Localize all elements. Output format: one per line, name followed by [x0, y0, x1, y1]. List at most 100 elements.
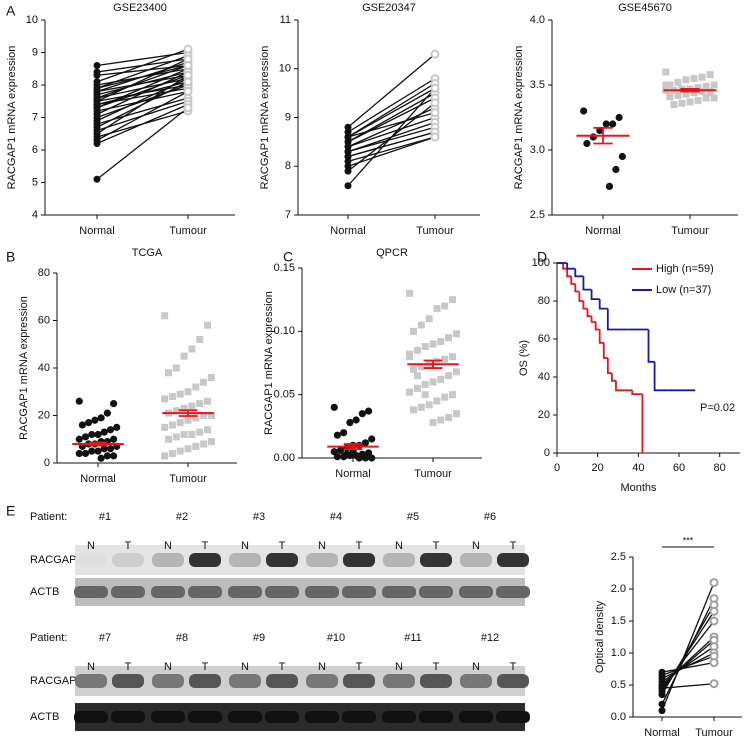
normal-point — [106, 426, 115, 434]
lane-label: T — [433, 540, 440, 552]
protein-band — [305, 586, 339, 598]
patient-label: Patient: — [30, 511, 67, 523]
normal-point — [615, 113, 623, 122]
normal-point — [78, 421, 86, 429]
survival-step — [598, 329, 604, 344]
panel-label: E — [6, 503, 15, 519]
protein-band — [382, 586, 416, 598]
survival-step — [631, 390, 641, 395]
protein-band — [111, 711, 145, 723]
tumour-point — [430, 49, 440, 59]
normal-point — [344, 157, 352, 165]
normal-point — [100, 428, 108, 436]
x-tick-label: Tumour — [169, 473, 207, 485]
tumour-point — [452, 330, 460, 338]
lane-label: N — [87, 661, 95, 673]
lane-label: N — [395, 661, 403, 673]
normal-point — [361, 439, 370, 447]
y-tick-label: 80 — [538, 295, 550, 307]
pair-line — [347, 87, 436, 138]
normal-point — [340, 429, 348, 437]
tumour-point — [421, 343, 429, 351]
y-tick-label: 0 — [544, 447, 550, 459]
tumour-point — [413, 384, 421, 392]
pair-line — [347, 131, 436, 158]
pair-line — [347, 111, 436, 138]
normal-point — [94, 430, 102, 439]
lane-label: N — [395, 540, 403, 552]
protein-band — [266, 674, 298, 688]
tumour-point — [204, 321, 211, 329]
y-tick-label: 0 — [44, 457, 50, 469]
pair-line — [661, 639, 715, 686]
x-tick-label: Normal — [644, 727, 679, 739]
tumour-point — [449, 391, 456, 399]
survival-step — [602, 342, 608, 359]
x-tick-label: Normal — [80, 473, 115, 485]
x-tick-label: 40 — [632, 462, 644, 474]
patient-number: #8 — [176, 632, 188, 644]
pair-line — [96, 74, 189, 109]
lane-label: N — [472, 661, 480, 673]
tumour-point — [183, 70, 193, 80]
tumour-point — [709, 606, 719, 616]
pair-line — [661, 655, 715, 677]
pair-line — [96, 64, 189, 99]
normal-point — [589, 133, 597, 141]
tumour-point — [690, 89, 698, 97]
protein-band — [460, 553, 492, 567]
x-tick-label: 60 — [673, 462, 685, 474]
tumour-point — [662, 68, 670, 76]
normal-point — [93, 71, 101, 79]
tumour-point — [413, 346, 421, 354]
protein-band — [343, 553, 375, 567]
tumour-point — [417, 321, 425, 329]
normal-point — [94, 447, 102, 455]
y-tick-label: 4 — [32, 209, 38, 221]
survival-step — [574, 268, 584, 278]
survival-step — [590, 289, 600, 300]
tumour-point — [183, 103, 193, 113]
normal-point — [344, 133, 352, 141]
protein-band — [152, 674, 184, 688]
normal-point — [75, 449, 83, 458]
pair-line — [96, 58, 189, 102]
normal-point — [365, 407, 373, 415]
pair-line — [96, 84, 189, 119]
y-tick-label: 6 — [32, 144, 38, 156]
tumour-point — [694, 84, 702, 92]
normal-point — [93, 175, 101, 183]
tumour-point — [172, 407, 180, 415]
tumour-point — [682, 90, 690, 98]
tumour-point — [184, 388, 192, 396]
normal-point — [97, 454, 105, 462]
tumour-point — [168, 393, 176, 400]
survival-step — [582, 301, 588, 310]
survival-step — [586, 308, 592, 318]
lane-label: T — [510, 540, 517, 552]
normal-point — [343, 444, 351, 452]
normal-point — [583, 139, 591, 148]
tumour-point — [452, 368, 460, 376]
normal-point — [344, 148, 352, 156]
chart-title: GSE23400 — [113, 2, 167, 14]
y-axis-label: RACGAP1 mRNA expression — [513, 46, 525, 190]
survival-step — [582, 276, 592, 291]
tumour-point — [180, 431, 188, 438]
normal-point — [85, 419, 93, 427]
protein-band — [382, 711, 416, 723]
normal-point — [361, 454, 370, 462]
x-tick-label: Normal — [330, 225, 365, 237]
lane-label: T — [125, 540, 132, 552]
y-tick-label: 60 — [538, 333, 550, 345]
lane-label: T — [125, 661, 132, 673]
lane-label: T — [356, 540, 363, 552]
tumour-point — [421, 381, 429, 389]
y-tick-label: 5 — [32, 176, 38, 188]
normal-point — [344, 182, 352, 190]
protein-band — [189, 674, 221, 688]
protein-band — [420, 553, 452, 567]
y-tick-label: 20 — [38, 409, 50, 421]
pair-line — [347, 126, 436, 153]
tumour-point — [184, 416, 192, 424]
